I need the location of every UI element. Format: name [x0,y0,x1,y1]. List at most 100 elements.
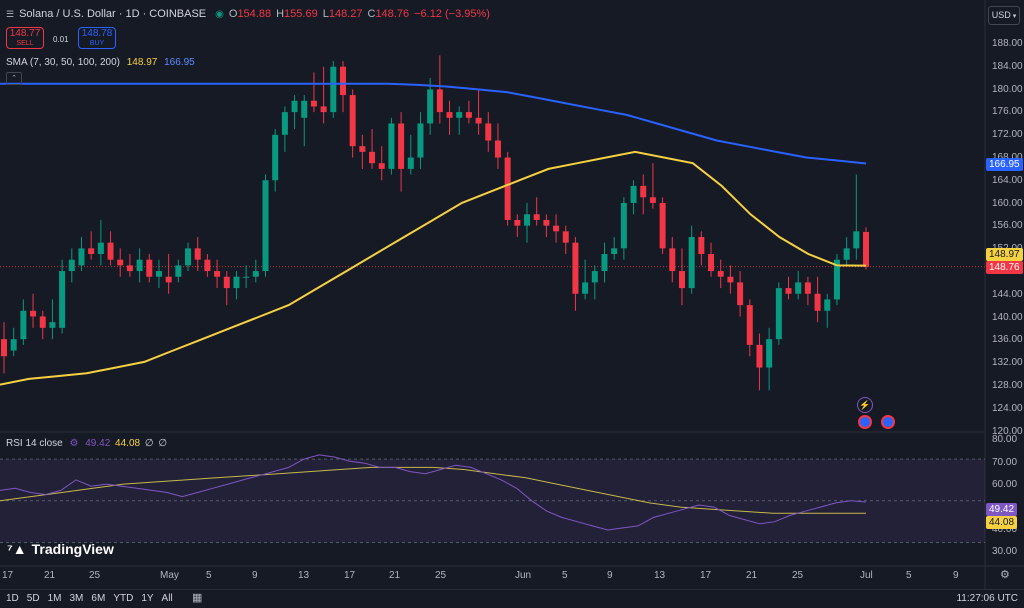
timeframe-button[interactable]: All [161,593,173,604]
candle-body [126,265,133,272]
candle-body [533,214,540,220]
candle-body [262,180,269,272]
candle-body [465,112,472,118]
rsi-legend[interactable]: RSI 14 close ⚙ 49.42 44.08 ∅ ∅ [6,438,167,449]
spread-value: 0.01 [53,35,69,44]
candle-body [553,225,560,232]
candle-body [88,248,95,255]
rsi-line [0,454,867,531]
candle-body [514,219,521,226]
candle-body [504,157,511,220]
sma-legend[interactable]: SMA (7, 30, 50, 100, 200) 148.97 166.95 [6,57,195,68]
rsi-axis-tick: 80.00 [992,434,1018,445]
time-axis-tick: 25 [792,570,804,581]
candle-body [795,282,802,294]
candle-body [20,310,27,340]
buy-button[interactable]: 148.78 BUY [78,27,116,49]
candle-body [601,254,608,272]
clock: 11:27:06 UTC [956,593,1018,604]
rsi-settings-icon[interactable]: ⚙ [69,438,79,449]
candle-body [436,89,443,113]
candle-body [737,282,744,306]
candle-body [378,163,385,169]
time-axis-tick: Jul [860,570,873,581]
candle-body [388,123,395,169]
flash-event-icon[interactable]: ⚡ [857,397,873,413]
candle-body [252,271,259,277]
timeframe-button[interactable]: 1M [47,593,62,604]
menu-icon[interactable]: ☰ [6,8,15,19]
timeframe-button[interactable]: 5D [26,593,40,604]
sell-price: 148.77 [9,28,41,39]
time-axis-tick: 25 [89,570,101,581]
candle-body [204,259,211,272]
date-range-icon[interactable]: ▦ [192,592,203,604]
time-axis-tick: 25 [435,570,447,581]
rsi-label: RSI 14 close [6,438,63,449]
time-axis-tick: 5 [562,570,568,581]
settings-icon[interactable]: ⚙ [1000,569,1010,581]
candle-body [175,265,182,277]
timeframe-button[interactable]: 3M [69,593,84,604]
rsi-axis-tick: 30.00 [992,546,1018,557]
candle-body [39,316,46,328]
candle-body [524,214,531,226]
candle-body [727,276,734,283]
collapse-legend-icon[interactable]: ⌃ [6,72,22,85]
candle-body [572,242,579,294]
rsi-null-2: ∅ [158,438,168,449]
time-axis-tick: 21 [746,570,758,581]
tradingview-logo[interactable]: ⁷▲ TradingView [7,541,114,557]
candle-body [494,140,501,158]
timeframe-button[interactable]: 6M [91,593,106,604]
candle-body [78,248,85,266]
rsi-axis-tick: 60.00 [992,479,1018,490]
us-flag-event-icon-2[interactable] [881,415,895,429]
candle-body [185,248,192,266]
ohlc-high-value: 155.69 [284,8,318,20]
us-flag-event-icon[interactable] [858,415,872,429]
candle-body [417,123,424,158]
ohlc-high-label: H [276,8,285,20]
rsi-axis-tick: 70.00 [992,457,1018,468]
sma-short-price-tag: 148.97 [986,248,1023,261]
time-axis-tick: 21 [44,570,56,581]
candle-body [824,299,831,311]
tradingview-logo-icon: ⁷▲ [7,541,27,557]
rsi-value-2: 44.08 [115,438,141,449]
price-axis-tick: 124.00 [992,402,1023,414]
candle-body [407,157,414,169]
candle-body [349,95,356,147]
candle-body [223,276,230,289]
candle-body [339,66,346,96]
candle-body [291,100,298,113]
candle-body [630,185,637,203]
sell-button[interactable]: 148.77 SELL [6,27,44,49]
candle-body [485,123,492,141]
candle-body [620,202,627,249]
rsi-value-1: 49.42 [85,438,111,449]
timeframe-button[interactable]: 1Y [141,593,154,604]
candle-body [659,202,666,249]
price-axis-tick: 128.00 [992,380,1023,391]
timeframe-bar: 1D 5D 1M 3M 6M YTD 1Y All ▦ 11:27:06 UTC [0,589,1024,608]
status-dot-icon: ◉ [215,8,224,20]
time-axis-tick: 9 [953,570,959,581]
candle-body [814,293,821,311]
time-axis-tick: 13 [654,570,666,581]
timeframe-button[interactable]: YTD [113,593,134,604]
candle-body [698,237,705,255]
candle-body [582,282,589,294]
rsi-ma-price-tag: 44.08 [986,516,1018,529]
symbol-title[interactable]: Solana / U.S. Dollar · 1D · COINBASE [19,8,207,20]
candle-body [301,100,308,118]
candle-body [785,288,792,294]
candle-body [136,259,143,272]
time-axis-tick: 5 [206,570,212,581]
timeframe-button[interactable]: 1D [6,593,19,604]
sma-label: SMA (7, 30, 50, 100, 200) [6,57,120,68]
price-axis-tick: 120.00 [992,425,1023,437]
sell-label: SELL [16,40,34,47]
currency-selector[interactable]: USD ▾ [988,6,1020,25]
